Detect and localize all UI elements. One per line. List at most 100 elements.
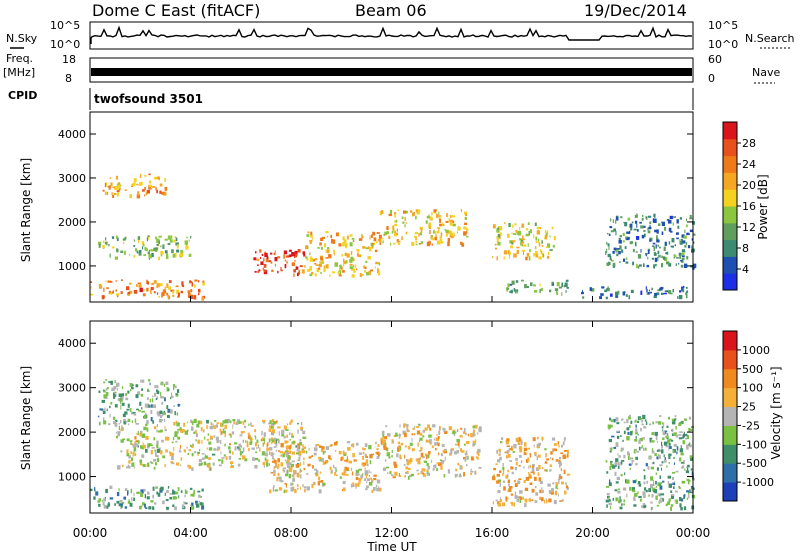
velocity-cell [209,426,213,430]
power-cell [288,249,292,252]
power-cell [105,191,108,195]
velocity-cell [375,484,378,488]
power-cell [139,287,143,293]
velocity-cell [152,494,155,499]
power-cell [138,284,142,288]
velocity-cell [227,418,231,424]
power-cell [180,290,183,294]
velocity-cell [506,445,510,448]
power-cell [509,291,511,293]
power-cell [669,292,673,295]
power-cell [672,288,674,293]
velocity-cell [547,483,551,487]
velocity-cell [183,501,186,504]
velocity-cell [457,442,460,447]
velocity-cell [536,455,538,461]
power-cell [161,191,165,195]
noise-panel-frame [89,21,694,50]
velocity-cell [190,504,192,509]
velocity-cell [324,450,326,453]
velocity-cell [176,422,180,427]
velocity-cell [439,428,441,431]
velocity-cell [541,487,543,490]
velocity-cell [682,440,685,445]
velocity-cell [506,497,509,500]
velocity-cell [412,427,415,430]
power-cell [307,269,310,272]
velocity-cell [291,435,294,438]
power-cell [565,290,567,293]
power-cell [656,237,659,241]
colorbar-swatch [723,482,737,502]
velocity-cell [509,486,513,489]
velocity-cell [633,496,636,501]
power-cell [656,239,660,243]
velocity-cell [495,499,498,502]
velocity-cell [234,446,237,451]
power-cell [388,235,391,240]
velocity-cell [238,421,241,425]
velocity-cell [204,455,208,459]
velocity-cell [651,450,655,454]
power-cell [136,183,139,186]
power-cell [181,281,184,286]
power-cell [679,290,682,293]
power-cell [394,212,397,214]
velocity-cell [254,435,256,438]
power-cell [645,253,647,257]
velocity-cell [293,469,295,474]
velocity-cell [119,499,123,503]
velocity-cell [287,455,291,460]
velocity-cell [302,484,304,488]
power-cell [261,253,264,256]
velocity-cell [614,489,618,492]
velocity-cell [131,443,134,446]
velocity-cell [523,452,527,456]
velocity-cell [378,487,382,492]
velocity-cell [508,488,512,492]
velocity-cell [114,419,118,422]
velocity-cell [130,488,133,494]
power-cell [297,249,301,253]
velocity-cell [545,453,547,458]
velocity-cell [427,465,431,470]
velocity-cell [560,452,564,455]
power-cell [202,282,205,286]
velocity-cell [165,499,169,502]
velocity-cell [259,447,261,452]
power-cell [645,217,648,220]
velocity-cell [118,488,120,492]
power-cell [672,216,676,218]
velocity-cell [376,488,379,492]
power-cell [190,289,193,293]
velocity-cell [217,448,220,451]
power-cell [616,248,619,252]
power-cell [347,235,349,240]
power-cell [133,239,135,242]
velocity-cell [470,473,473,475]
velocity-cell [407,446,411,450]
velocity-cell [161,419,164,421]
power-cell [434,236,438,241]
power-cell [496,229,499,233]
power-cell [339,264,342,269]
velocity-cell [143,414,147,419]
velocity-cell [523,450,526,454]
power-cell [456,231,458,234]
velocity-cell [145,412,147,417]
power-cell [661,263,663,268]
power-cell [153,280,157,284]
power-cell [508,249,510,254]
power-cell [371,234,373,238]
power-cell [343,239,347,244]
velocity-cell [193,418,197,423]
power-cell [101,295,105,300]
velocity-cell [512,451,515,453]
power-cell [342,270,345,273]
power-cell [352,240,355,242]
velocity-cell [132,444,136,448]
velocity-cell [237,448,240,451]
power-cell [656,229,659,234]
velocity-cell [685,470,690,474]
velocity-cell [157,389,159,394]
